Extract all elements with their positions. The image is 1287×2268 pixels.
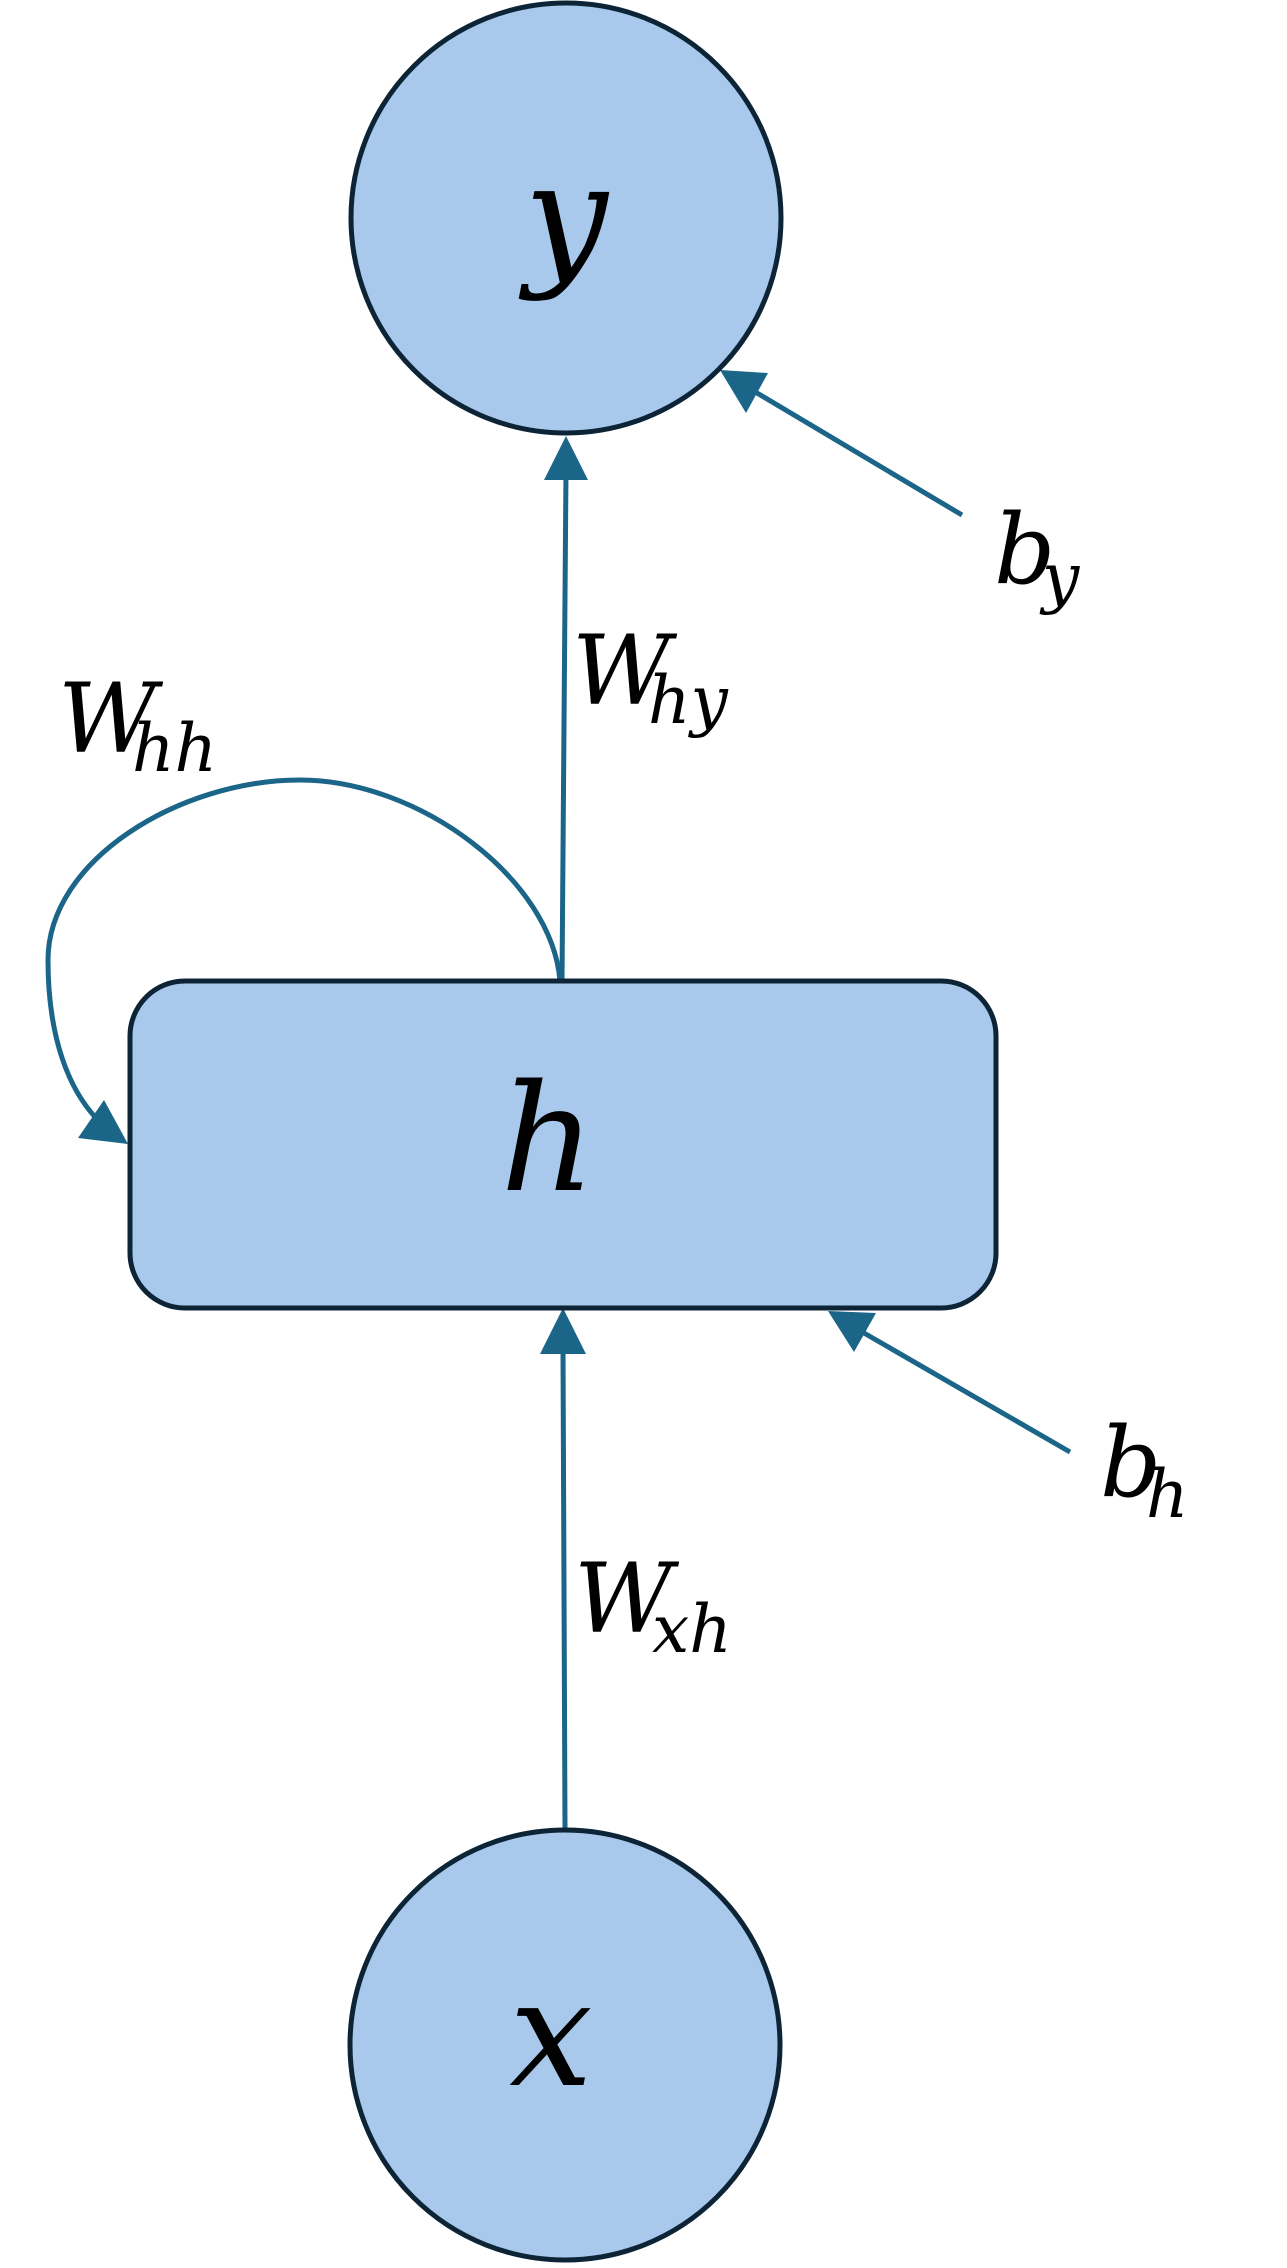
arrow-head-bias-hidden — [828, 1311, 876, 1352]
weight-label-hh-main: W — [58, 663, 164, 775]
bias-label-h-main: b — [1100, 1407, 1161, 1519]
hidden-node: h — [127, 978, 999, 1311]
arrow-head-bias-output — [720, 370, 768, 413]
edge-hidden-to-output — [559, 469, 569, 982]
bias-label-h-sub: h — [1146, 1456, 1189, 1533]
weight-label-hy-main: W — [572, 615, 678, 727]
edge-bias-hidden — [862, 1330, 1072, 1455]
input-node: x — [347, 1827, 783, 2263]
weight-label-hh-sub: hh — [132, 710, 217, 787]
arrow-head-recurrent — [78, 1100, 128, 1144]
weight-label-xh: W xh — [574, 1543, 732, 1668]
weight-label-hy: W hy — [572, 615, 729, 739]
output-node-symbol: y — [518, 131, 610, 303]
edge-input-to-hidden — [560, 1349, 568, 1829]
edge-bias-output — [750, 387, 964, 518]
weight-label-hh: W hh — [58, 663, 217, 787]
bias-label-h: b h — [1100, 1407, 1189, 1533]
output-node: y — [348, 0, 784, 436]
edge-recurrent-loop — [45, 777, 563, 1120]
arrow-head-output — [544, 436, 588, 480]
weight-label-xh-sub: xh — [652, 1591, 732, 1668]
bias-label-y-sub: y — [1039, 539, 1080, 616]
weight-label-hy-sub: hy — [648, 662, 729, 739]
arrow-head-hidden-input — [540, 1308, 586, 1354]
input-node-symbol: x — [509, 1948, 592, 2120]
edges — [45, 370, 1072, 1829]
bias-label-y: b y — [994, 494, 1080, 616]
hidden-node-symbol: h — [500, 1053, 595, 1225]
bias-label-y-main: b — [994, 494, 1055, 606]
weight-label-xh-main: W — [574, 1543, 680, 1655]
